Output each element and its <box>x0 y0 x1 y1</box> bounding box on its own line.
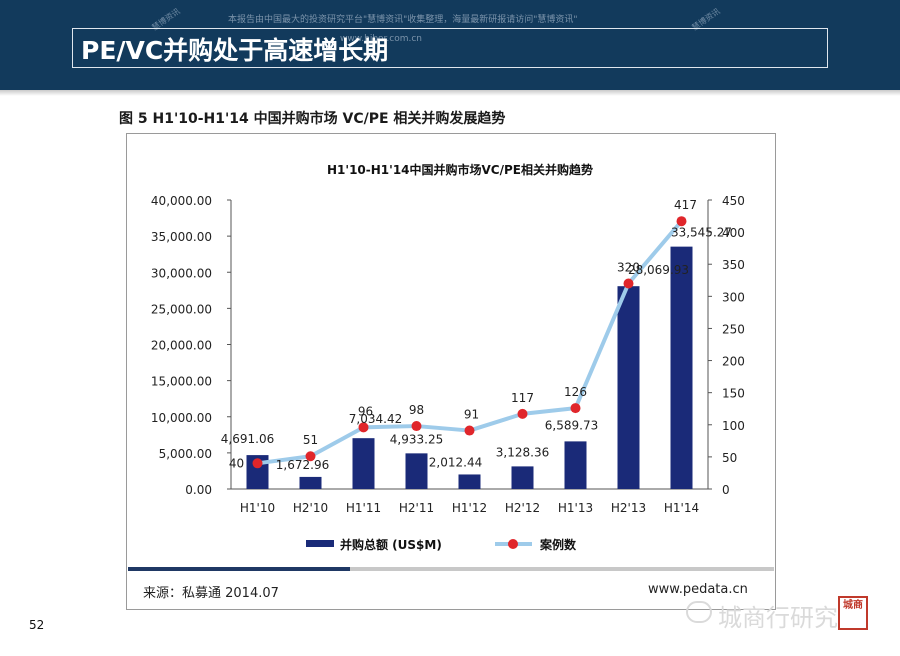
y-right-tick-label: 0 <box>722 483 730 497</box>
x-tick-label-5: H2'12 <box>505 501 540 515</box>
y-right-tick-label: 350 <box>722 258 745 272</box>
bar-value-label-4: 2,012.44 <box>429 455 482 469</box>
case-value-label-0: 40 <box>229 456 244 470</box>
x-tick-label-2: H1'11 <box>346 501 381 515</box>
page-number: 52 <box>29 618 45 632</box>
x-tick-label-4: H1'12 <box>452 501 487 515</box>
case-count-point-4 <box>464 425 475 436</box>
watermark-url: www.hibor.com.cn <box>340 34 423 44</box>
bar-value-label-2: 7,034.42 <box>349 412 402 426</box>
y-left-tick-label: 35,000.00 <box>151 230 212 244</box>
y-right-tick-label: 200 <box>722 355 745 369</box>
bar-2 <box>352 438 375 489</box>
title-box: PE/VC并购处于高速增长期 <box>72 28 828 68</box>
case-count-point-6 <box>570 403 581 414</box>
page-title: PE/VC并购处于高速增长期 <box>81 36 389 65</box>
y-left-tick-label: 0.00 <box>185 483 212 497</box>
header-shadow <box>0 90 900 96</box>
case-value-label-2: 96 <box>358 404 373 418</box>
case-count-point-2 <box>358 422 369 433</box>
case-value-label-1: 51 <box>303 433 318 447</box>
legend-bar-label: 并购总额 (US$M) <box>340 537 442 552</box>
x-tick-label-7: H2'13 <box>611 501 646 515</box>
bar-value-label-1: 1,672.96 <box>276 458 329 472</box>
legend-line-marker <box>508 539 518 549</box>
case-value-label-5: 117 <box>511 391 534 405</box>
figure-caption: 图 5 H1'10-H1'14 中国并购市场 VC/PE 相关并购发展趋势 <box>119 111 506 127</box>
case-count-point-8 <box>676 216 687 227</box>
bar-value-label-3: 4,933.25 <box>390 432 443 446</box>
bar-value-label-7: 28,069.93 <box>628 263 689 277</box>
x-tick-label-6: H1'13 <box>558 501 593 515</box>
watermark-text: 本报告由中国最大的投资研究平台"慧博资讯"收集整理，海量最新研报请访问"慧博资讯… <box>228 15 578 25</box>
y-left-tick-label: 30,000.00 <box>151 266 212 280</box>
x-tick-label-1: H2'10 <box>293 501 328 515</box>
wechat-watermark: 城商行研究 <box>718 604 838 632</box>
seal-stamp: 城商 <box>838 596 868 630</box>
case-count-point-7 <box>623 278 634 289</box>
bar-7 <box>617 286 640 489</box>
y-right-tick-label: 100 <box>722 419 745 433</box>
case-value-label-7: 320 <box>617 260 640 274</box>
bar-value-label-5: 3,128.36 <box>496 445 549 459</box>
y-left-tick-label: 15,000.00 <box>151 375 212 389</box>
source-divider-light <box>350 567 774 571</box>
y-left-tick-label: 25,000.00 <box>151 302 212 316</box>
bar-6 <box>564 441 587 489</box>
bar-value-label-6: 6,589.73 <box>545 418 598 432</box>
y-left-tick-label: 5,000.00 <box>159 447 212 461</box>
wechat-icon <box>686 601 712 623</box>
y-left-tick-label: 10,000.00 <box>151 411 212 425</box>
x-tick-label-3: H2'11 <box>399 501 434 515</box>
case-count-point-3 <box>411 421 422 432</box>
y-left-tick-label: 20,000.00 <box>151 339 212 353</box>
header-bar <box>0 0 900 90</box>
source-note: 来源：私募通 2014.07 <box>143 586 279 601</box>
case-count-point-5 <box>517 408 528 419</box>
source-site: www.pedata.cn <box>648 582 748 597</box>
case-value-label-6: 126 <box>564 385 587 399</box>
x-tick-label-0: H1'10 <box>240 501 275 515</box>
case-count-point-0 <box>252 458 263 469</box>
y-right-tick-label: 400 <box>722 226 745 240</box>
bar-1 <box>299 476 322 489</box>
case-value-label-4: 91 <box>464 408 479 422</box>
y-right-tick-label: 300 <box>722 290 745 304</box>
bar-value-label-0: 4,691.06 <box>221 432 274 446</box>
y-left-tick-label: 40,000.00 <box>151 194 212 208</box>
chart-title: H1'10-H1'14中国并购市场VC/PE相关并购趋势 <box>327 162 593 177</box>
bar-5 <box>511 466 534 489</box>
chart-frame <box>126 133 776 610</box>
x-tick-label-8: H1'14 <box>664 501 699 515</box>
bar-8 <box>670 246 693 489</box>
legend-bar-swatch <box>306 540 334 547</box>
y-right-tick-label: 450 <box>722 194 745 208</box>
y-right-tick-label: 50 <box>722 451 737 465</box>
y-right-tick-label: 150 <box>722 387 745 401</box>
source-divider-dark <box>128 567 350 571</box>
y-right-tick-label: 250 <box>722 322 745 336</box>
legend-line-label: 案例数 <box>539 537 577 552</box>
case-count-point-1 <box>305 451 316 462</box>
bar-value-label-8: 33,545.27 <box>671 226 732 240</box>
case-value-label-8: 417 <box>674 198 697 212</box>
case-value-label-3: 98 <box>409 403 424 417</box>
bar-4 <box>458 474 481 489</box>
bar-3 <box>405 453 428 489</box>
